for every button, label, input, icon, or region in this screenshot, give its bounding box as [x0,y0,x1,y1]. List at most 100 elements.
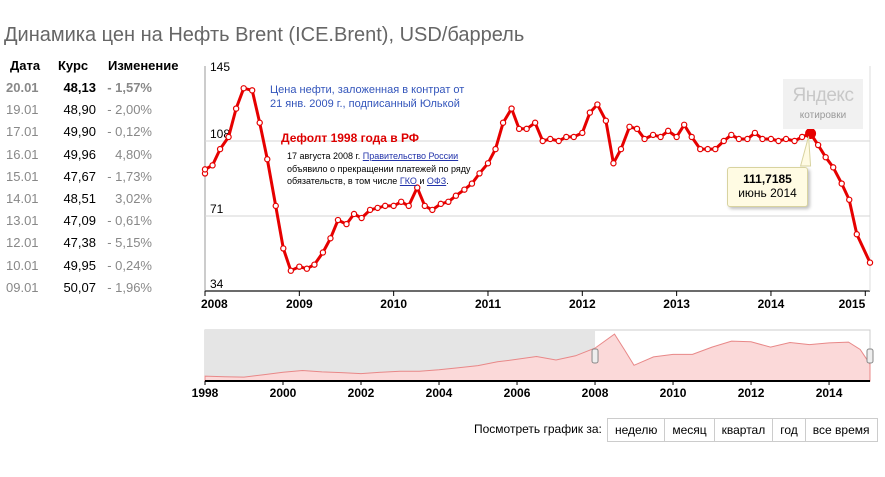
navigator-tick-label: 2000 [270,386,297,400]
navigator-tick-label: 2010 [660,386,687,400]
table-row: 20.01 48,13 - 1,57% [0,80,190,102]
data-point [484,160,492,167]
data-point [649,131,657,139]
data-point [232,105,240,112]
tooltip-value: 111,7185 [743,172,792,186]
logo-sub: котировки [799,110,847,121]
data-point [547,135,554,143]
data-point [751,129,759,137]
data-point [641,135,648,143]
data-point [429,206,436,214]
data-point [405,202,412,210]
value-tooltip: 111,7185 июнь 2014 [727,167,808,207]
data-point [421,202,428,210]
data-point [264,156,271,163]
range-week-button[interactable]: неделю [607,418,666,442]
tooltip-date: июнь 2014 [738,186,797,200]
row-date: 20.01 [6,80,39,95]
navigator-right-handle[interactable] [866,348,874,364]
header-rate: Курс [58,58,89,73]
view-range-buttons: неделю месяц квартал год все время [607,418,878,442]
data-point [209,162,216,169]
data-point [523,125,530,133]
page-title: Динамика цен на Нефть Brent (ICE.Brent),… [4,24,525,46]
row-rate: 49,95 [63,257,96,273]
navigator-tick-label: 2006 [504,386,531,400]
data-point [390,202,397,210]
row-date: 16.01 [6,146,39,162]
note-text-3: и [419,176,425,186]
data-point [461,186,468,193]
highlight-point [805,127,817,139]
row-change: - 1,57% [107,80,152,95]
range-year-button[interactable]: год [772,418,806,442]
link-ofz[interactable]: ОФЗ [426,176,447,186]
range-all-button[interactable]: все время [804,418,878,442]
row-rate: 48,90 [63,102,96,118]
note-text-1: 17 августа 2008 г. [287,151,361,161]
data-point [586,109,594,116]
data-point [712,145,719,153]
table-row: 09.01 50,07 - 1,96% [0,280,190,302]
data-point [381,202,389,210]
navigator-tick-label: 2004 [426,386,453,400]
data-point [343,220,350,228]
data-point [311,261,318,268]
row-change: - 0,61% [107,213,152,229]
x-tick-label: 2010 [380,297,407,311]
data-point [570,133,578,141]
data-point [673,133,680,141]
row-change: 3,02% [115,190,152,206]
navigator-left-handle[interactable] [591,348,599,364]
row-rate: 48,13 [63,80,96,95]
row-change: 4,80% [115,146,152,162]
data-point [555,137,562,145]
annotation-contract: Цена нефти, заложенная в контрат от 21 я… [270,84,465,110]
table-header: Дата Курс Изменение [0,58,190,80]
data-point [476,170,483,177]
data-point [791,137,798,145]
data-point [822,154,829,161]
data-point [633,125,641,133]
yandex-logo[interactable]: Яндекс котировки [783,79,863,129]
data-point [744,135,751,143]
annotation-default: Дефолт 1998 года в РФ [281,131,420,145]
data-point [437,200,445,208]
link-government[interactable]: Правительство России [362,151,459,161]
row-date: 10.01 [6,257,39,273]
range-month-button[interactable]: месяц [664,418,715,442]
data-point [452,192,460,199]
data-point [468,180,476,187]
table-row: 16.01 49,96 4,80% [0,147,190,169]
x-tick-label: 2012 [569,297,596,311]
data-point [272,202,279,210]
data-point [759,135,766,143]
data-point [216,145,224,153]
logo-name: Яндекс [792,85,854,106]
data-point [287,267,295,274]
data-point [515,125,523,133]
row-rate: 47,09 [63,213,96,229]
row-change: - 2,00% [107,102,152,118]
row-rate: 49,90 [63,124,96,140]
data-point [240,85,247,92]
y-tick-label: 108 [210,127,230,141]
data-point [720,137,727,145]
range-quarter-button[interactable]: квартал [713,418,774,442]
y-tick-label: 145 [210,60,230,74]
row-rate: 47,67 [63,168,96,184]
main-chart-grid: 145 108 71 34 2008 2009 2010 2011 2012 2013 2014 20… [201,60,871,311]
x-tick-label: 2013 [663,297,690,311]
note-text-2: объявило о прекращении платежей по ряду … [287,163,471,187]
view-range-label: Посмотреть график за: [474,422,602,436]
row-date: 13.01 [6,213,39,229]
data-point [445,198,452,206]
x-tick-label: 2009 [286,297,313,311]
navigator-tick-label: 2014 [816,386,843,400]
data-point [798,133,806,141]
table-row: 15.01 47,67 - 1,73% [0,169,190,191]
data-point [327,235,334,242]
link-gko[interactable]: ГКО [399,176,417,186]
data-point [782,135,790,143]
